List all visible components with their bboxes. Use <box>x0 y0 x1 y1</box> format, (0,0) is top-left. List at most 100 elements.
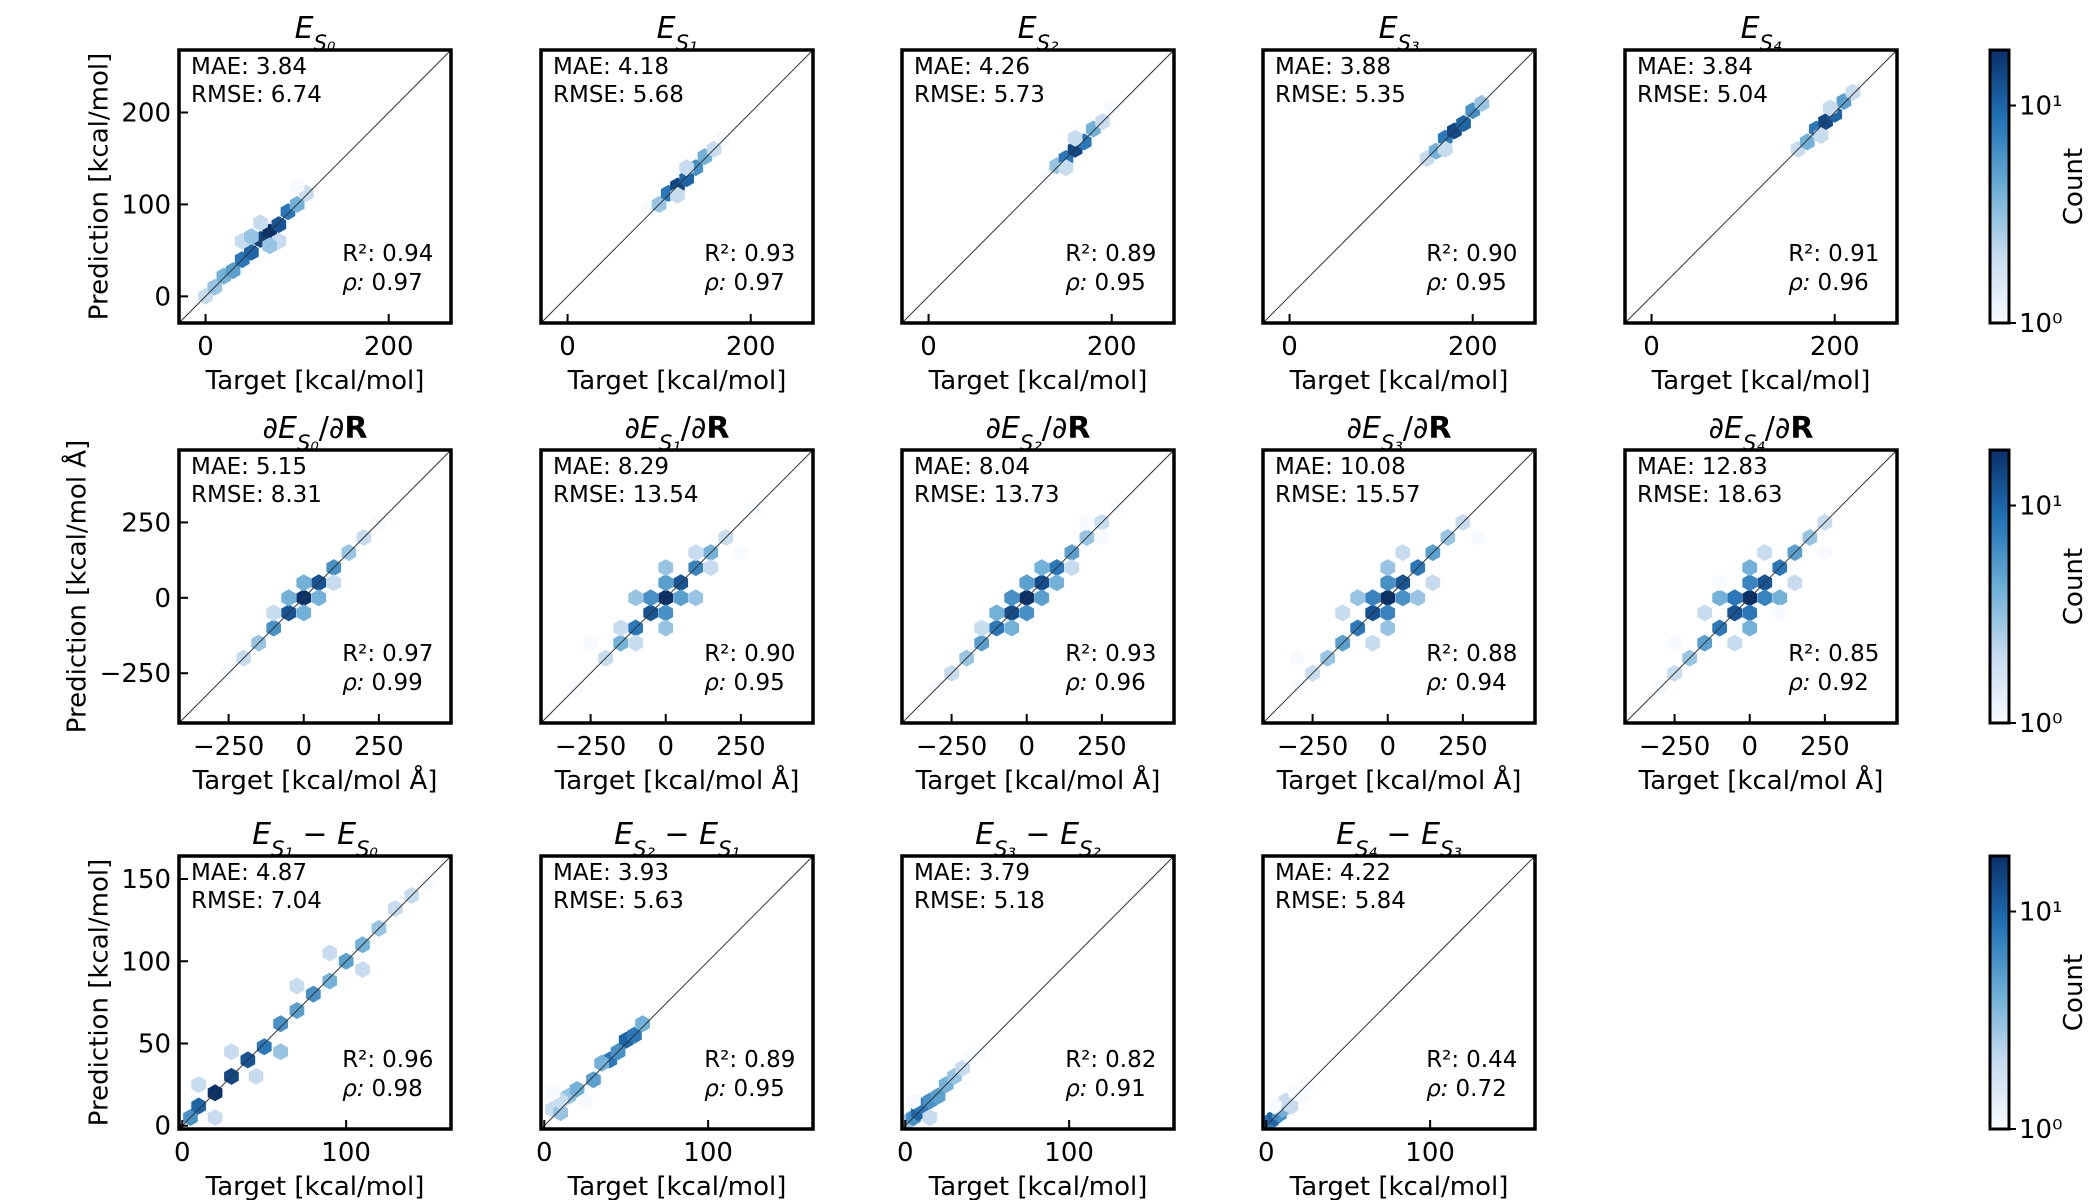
identity-line <box>541 50 813 323</box>
stat-value: 8.29 <box>618 454 669 480</box>
stat-value: 3.93 <box>618 860 669 886</box>
title-part: R <box>344 411 367 446</box>
title-part: S₁ <box>271 837 293 861</box>
hex-cell <box>688 589 704 607</box>
panel-title: ES₄ <box>1741 11 1782 55</box>
hex-cell <box>225 262 241 280</box>
title-part: /∂ <box>1042 411 1068 446</box>
title-part: E <box>1018 11 1037 46</box>
stat-value: 13.73 <box>994 482 1060 508</box>
x-tick-label: 250 <box>354 732 404 762</box>
plot-area <box>179 450 451 723</box>
hex-cell <box>1757 544 1773 562</box>
y-tick-label: 250 <box>121 508 171 538</box>
stat-label: MAE: <box>1275 54 1333 80</box>
hex-cell <box>1727 634 1743 652</box>
title-part: R <box>1790 411 1813 446</box>
hex-cell <box>1365 589 1381 607</box>
stat-value: 0.85 <box>1828 641 1879 667</box>
axes-frame <box>1261 448 1537 725</box>
stat-value: 0.90 <box>744 641 795 667</box>
x-axis-label: Target [kcal/mol] <box>1289 366 1509 396</box>
hex-cell <box>1350 589 1365 607</box>
stat: ρ: 0.96 <box>1065 670 1146 696</box>
title-part: S₀ <box>314 31 336 55</box>
hex-cell <box>679 170 694 188</box>
hex-cell <box>248 1067 264 1085</box>
hex-cell <box>1034 589 1050 607</box>
identity-line <box>541 450 813 723</box>
title-part: R <box>1067 411 1090 446</box>
hex-cell <box>244 243 259 261</box>
y-tick-label: 0 <box>154 584 171 614</box>
x-tick-label: 0 <box>1018 732 1035 762</box>
colorbar-tick-label: 10⁰ <box>2019 1115 2063 1145</box>
hex-cell <box>628 634 643 652</box>
plot-area <box>179 856 451 1129</box>
stat: R²: 0.44 <box>1426 1047 1517 1073</box>
stat-label: MAE: <box>191 454 249 480</box>
identity-line <box>179 50 451 323</box>
stat: R²: 0.88 <box>1426 641 1517 667</box>
stat-label: ρ: <box>1065 670 1087 696</box>
stat: ρ: 0.72 <box>1426 1076 1507 1102</box>
hex-cell <box>922 1109 938 1126</box>
x-tick-label: 0 <box>559 332 576 362</box>
y-axis-label: Prediction [kcal/mol] <box>84 859 114 1126</box>
stat-value: 0.91 <box>1828 241 1879 267</box>
title-part: E <box>1060 817 1079 852</box>
title-part: /∂ <box>1765 411 1791 446</box>
stat-value: 5.68 <box>633 82 684 108</box>
stat-label: ρ: <box>342 670 364 696</box>
stat-value: 0.96 <box>382 1047 433 1073</box>
hex-cell <box>322 944 338 962</box>
stat-value: 0.96 <box>1818 270 1869 296</box>
y-tick-label: 100 <box>121 947 171 977</box>
identity-line <box>1263 450 1535 723</box>
stat-value: 0.88 <box>1466 641 1517 667</box>
hex-cell <box>1004 619 1020 637</box>
identity-line <box>179 450 451 723</box>
stat: ρ: 0.95 <box>1426 270 1507 296</box>
stat-value: 7.04 <box>271 888 322 914</box>
stat-value: 0.98 <box>372 1076 423 1102</box>
hex-cell <box>635 1015 650 1033</box>
hex-cell <box>553 1104 568 1122</box>
title-part: E <box>252 817 271 852</box>
y-axis-label: Prediction [kcal/mol Å] <box>61 440 93 734</box>
stat-label: R²: <box>1788 241 1821 267</box>
stat-label: MAE: <box>553 54 611 80</box>
title-part: R <box>706 411 729 446</box>
hex-cell <box>1742 559 1758 577</box>
stat: R²: 0.89 <box>704 1047 795 1073</box>
stat: RMSE: 15.57 <box>1275 482 1421 508</box>
title-part: S₁ <box>676 31 698 55</box>
stat-label: ρ: <box>1065 1076 1087 1102</box>
axes-frame <box>900 48 1176 325</box>
hex-cell <box>658 559 674 577</box>
x-tick-label: 100 <box>321 1138 371 1168</box>
x-axis-label: Target [kcal/mol Å] <box>554 764 800 796</box>
title-part: ∂ <box>625 411 641 446</box>
stat: RMSE: 18.63 <box>1637 482 1783 508</box>
title-part: R <box>1428 411 1451 446</box>
x-tick-label: 200 <box>1448 332 1498 362</box>
title-part: S₃ <box>1440 837 1462 861</box>
title-part: − <box>655 817 699 852</box>
hex-cell <box>569 1081 585 1098</box>
axes-frame <box>900 448 1176 725</box>
stat-value: 12.83 <box>1702 454 1768 480</box>
stat-value: 0.95 <box>1456 270 1507 296</box>
x-tick-label: 0 <box>197 332 214 362</box>
hex-cell <box>658 604 674 622</box>
hex-cell <box>273 1015 288 1033</box>
hex-cell <box>733 544 749 562</box>
x-tick-label: 0 <box>174 1138 191 1168</box>
hex-cell <box>1697 604 1712 622</box>
identity-line <box>1263 50 1535 323</box>
hex-cell <box>191 1097 206 1115</box>
stat-label: MAE: <box>1637 54 1695 80</box>
stat: R²: 0.93 <box>704 241 795 267</box>
